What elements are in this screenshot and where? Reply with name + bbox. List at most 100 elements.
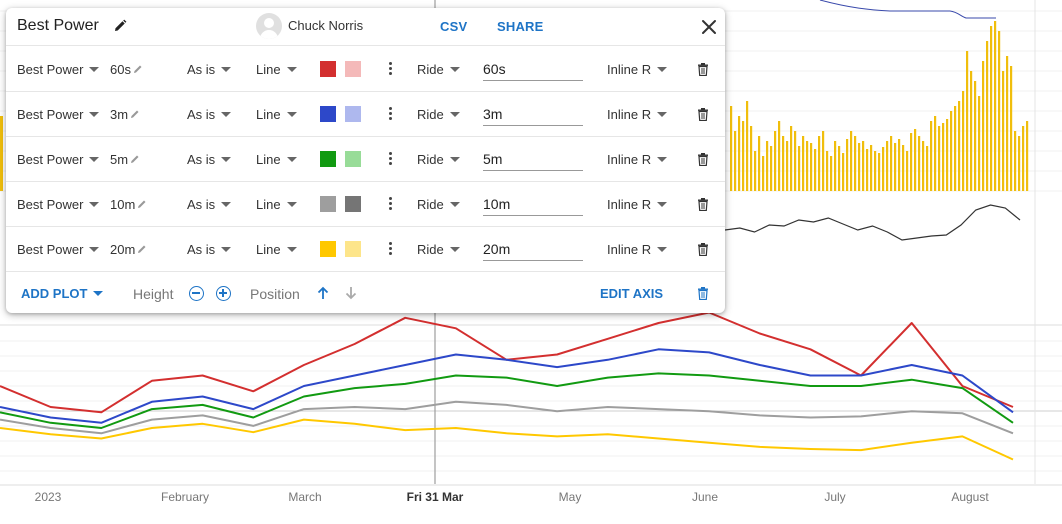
axis-select[interactable]: Inline R [607,152,668,167]
plot-type-select[interactable]: Line [256,197,297,212]
color-swatch[interactable] [320,61,336,77]
add-plot-button[interactable]: ADD PLOT [21,286,104,301]
chevron-down-icon [286,157,297,163]
user-avatar-icon [256,13,282,39]
delete-row-trash-icon[interactable] [697,198,709,211]
chevron-down-icon [449,157,460,163]
delete-row-trash-icon[interactable] [697,108,709,121]
value-input[interactable]: 5m [483,149,583,171]
plot-type-select[interactable]: Line [256,62,297,77]
color-swatch[interactable] [320,241,336,257]
duration-field[interactable]: 20m [110,242,135,257]
metric-select[interactable]: Best Power [17,152,100,167]
more-options-icon[interactable] [388,106,392,122]
edit-duration-pencil-icon[interactable] [133,64,143,74]
bar [982,61,985,191]
transform-select[interactable]: As is [187,62,232,77]
delete-row-trash-icon[interactable] [697,63,709,76]
color-swatch-secondary[interactable] [345,151,361,167]
transform-select[interactable]: As is [187,107,232,122]
close-icon[interactable] [700,18,718,36]
metric-select[interactable]: Best Power [17,62,100,77]
bar [1022,126,1025,191]
edit-duration-pencil-icon[interactable] [137,244,147,254]
transform-select[interactable]: As is [187,242,232,257]
chevron-down-icon [449,202,460,208]
axis-select[interactable]: Inline R [607,62,668,77]
arrow-down-icon[interactable] [344,285,358,301]
color-swatch-secondary[interactable] [345,241,361,257]
axis-select[interactable]: Inline R [607,107,668,122]
transform-value: As is [187,62,216,77]
duration-value: 5m [110,152,129,167]
edit-duration-pencil-icon[interactable] [137,199,147,209]
transform-select[interactable]: As is [187,197,232,212]
metric-select[interactable]: Best Power [17,197,100,212]
csv-button[interactable]: CSV [440,19,468,34]
axis-select[interactable]: Inline R [607,197,668,212]
bar [918,136,921,191]
value-input[interactable]: 60s [483,59,583,81]
power-series-line [0,348,1014,424]
delete-row-trash-icon[interactable] [697,243,709,256]
height-decrease-icon[interactable] [189,286,204,301]
black-series-line [724,204,1021,241]
edit-title-pencil-icon[interactable] [113,19,127,33]
bar [850,131,853,191]
plot-type-select[interactable]: Line [256,152,297,167]
axis-select[interactable]: Inline R [607,242,668,257]
value-input[interactable]: 3m [483,104,583,126]
delete-all-trash-icon[interactable] [697,287,709,300]
plot-type-select[interactable]: Line [256,242,297,257]
bar [742,121,745,191]
duration-field[interactable]: 5m [110,152,128,167]
color-swatch-secondary[interactable] [345,61,361,77]
edit-duration-pencil-icon[interactable] [130,109,140,119]
edit-axis-button[interactable]: EDIT AXIS [600,286,664,301]
bar [806,141,809,191]
transform-select[interactable]: As is [187,152,232,167]
color-swatch[interactable] [320,196,336,212]
bar [954,106,957,191]
duration-field[interactable]: 60s [110,62,131,77]
bar [786,141,789,191]
metric-select[interactable]: Best Power [17,107,100,122]
value-input[interactable]: 20m [483,239,583,261]
plot-row: Best Power 3m As is Line Ride 3m Inline R [6,92,725,137]
height-increase-icon[interactable] [216,286,231,301]
chevron-down-icon [657,202,668,208]
x-axis-tick-label: February [161,490,209,504]
more-options-icon[interactable] [388,61,392,77]
delete-row-trash-icon[interactable] [697,153,709,166]
source-select[interactable]: Ride [417,197,460,212]
duration-field[interactable]: 10m [110,197,135,212]
chevron-down-icon [449,247,460,253]
x-axis-tick-label: March [288,490,321,504]
plot-row: Best Power 10m As is Line Ride 10m Inline R [6,182,725,227]
source-select[interactable]: Ride [417,242,460,257]
arrow-up-icon[interactable] [316,285,330,301]
more-options-icon[interactable] [388,151,392,167]
share-button[interactable]: SHARE [497,19,544,34]
chevron-down-icon [657,157,668,163]
source-select[interactable]: Ride [417,62,460,77]
duration-field[interactable]: 3m [110,107,128,122]
value-input[interactable]: 10m [483,194,583,216]
more-options-icon[interactable] [388,196,392,212]
source-select[interactable]: Ride [417,107,460,122]
color-swatch-secondary[interactable] [345,106,361,122]
color-swatch[interactable] [320,151,336,167]
plot-type-select[interactable]: Line [256,107,297,122]
color-swatch-secondary[interactable] [345,196,361,212]
axis-value: Inline R [607,107,652,122]
source-select[interactable]: Ride [417,152,460,167]
more-options-icon[interactable] [388,241,392,257]
bar [962,91,965,191]
color-swatch[interactable] [320,106,336,122]
edit-duration-pencil-icon[interactable] [130,154,140,164]
bar [974,81,977,191]
duration-value: 10m [110,197,136,212]
metric-select[interactable]: Best Power [17,242,100,257]
bar [990,26,993,191]
bar [854,136,857,191]
